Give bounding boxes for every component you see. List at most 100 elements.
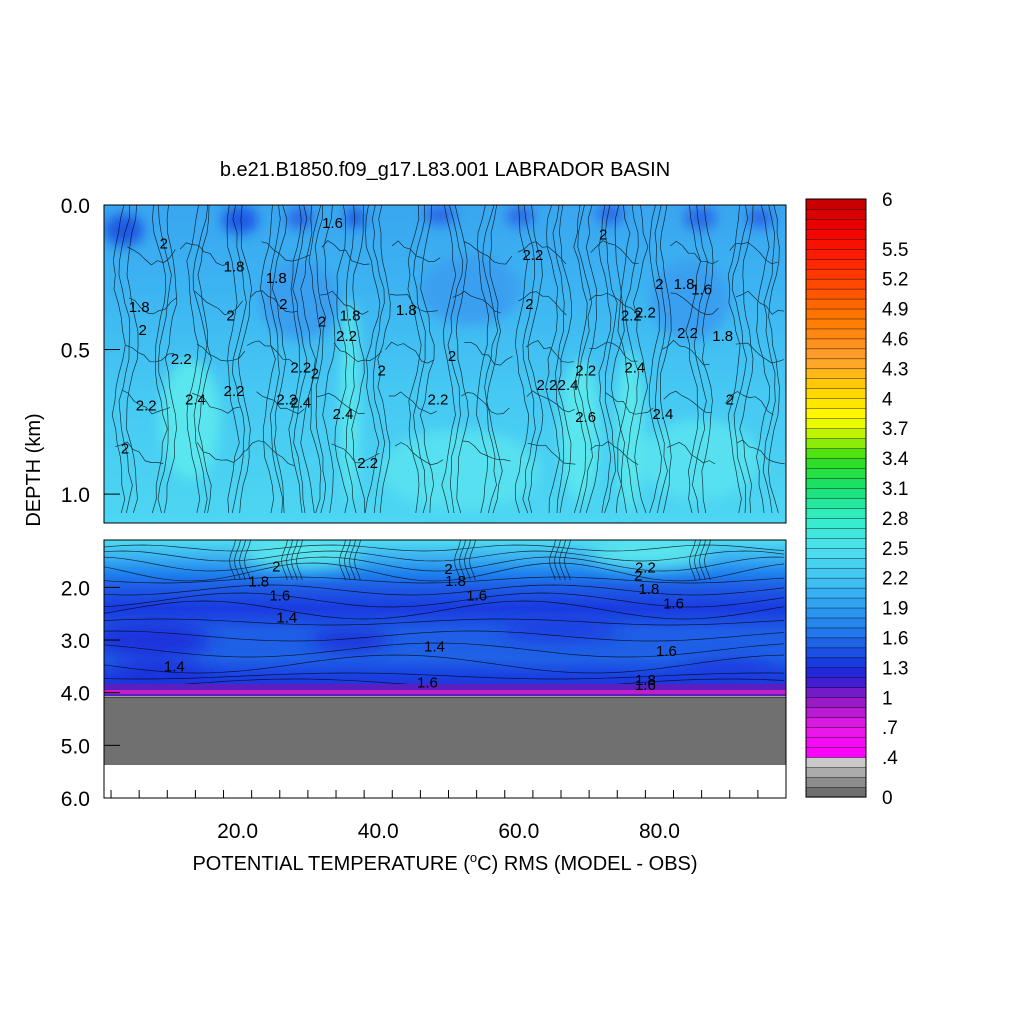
lower-panel [103,539,787,799]
contour-line [527,205,544,514]
contour-label: 2 [726,391,734,408]
contour-line [727,205,742,514]
contour-line [186,205,201,514]
contour-label: 1.6 [417,674,438,691]
contour-line [685,205,701,514]
contour-line [654,205,668,514]
contour-label: 1.6 [663,595,684,612]
contour-line [454,205,469,514]
colorbar-segment [805,627,867,639]
contour-line [249,290,299,313]
contour-line [246,340,296,365]
colorbar-tick-label: 4.6 [882,330,908,351]
axis-ticks: 0.0 0.5 1.0 2.0 3.0 4.0 5.0 6.0 20.0 40.0 60.0 80.0 [61,195,787,843]
colorbar-segment [805,238,867,250]
colorbar-segment [805,537,867,549]
contour-label: 1.6 [322,215,343,232]
contour-line [104,556,785,572]
contour-line [552,205,565,514]
colorbar-segment [805,438,867,449]
x-axis-label: POTENTIAL TEMPERATURE (oC) RMS (MODEL - … [192,850,697,875]
colorbar-segment [805,497,867,509]
colorbar-segment [805,756,867,768]
colorbar-segment [805,388,867,399]
contour-line [756,205,771,514]
colorbar-tick-label: 3.4 [882,449,909,470]
no-data-region [104,765,786,798]
contour-line [389,293,438,313]
contour-line [557,205,572,514]
contour-line [333,342,383,362]
x-axis-label-degree: o [470,850,477,865]
colorbar-segment [805,328,867,340]
colorbar-segment [805,577,867,589]
contour-line [377,205,391,514]
contour-line [237,205,252,514]
contour-label: 1.6 [269,588,290,605]
contour-line [452,290,501,314]
contour-label: 2.4 [558,377,579,394]
contour-line [194,290,243,316]
contour-line [559,540,566,581]
contour-line [104,618,785,626]
x-tick-label: 80.0 [639,820,680,843]
contour-label: 1.8 [635,672,656,689]
colorbar-segment [805,228,867,240]
contour-label: 1.6 [635,677,656,694]
colorbar-labels: 6 5.5 5.2 4.9 4.6 4.3 4 3.7 3.4 3.1 2.8 2.5 2.2 1.9 1.… [882,190,909,809]
contour-line [739,205,754,514]
colorbar-segment [805,607,867,619]
colorbar-tick-label: 3.7 [882,419,908,440]
colorbar-segment [805,617,867,629]
colorbar-tick-label: 4.3 [882,359,908,380]
contour-line [648,205,662,514]
contour-line [768,205,780,514]
contour-line [229,540,236,581]
colorbar-segment [805,547,867,559]
contour-line [704,540,711,581]
contour-line [260,205,276,514]
colorbar-segment [805,657,867,669]
contour-label: 2 [318,313,326,330]
colorbar-segment [805,766,867,778]
contour-line [699,540,706,581]
contour-label: 2.2 [677,325,698,342]
contour-line [234,540,241,581]
contour-line [239,540,246,581]
contour-line [104,576,785,584]
contour-label: 2.2 [537,377,558,394]
contour-line [291,540,298,581]
contour-line [522,205,536,514]
contour-line [577,205,593,514]
contour-line [104,672,785,680]
colorbar-tick-label: 3.1 [882,479,908,500]
contour-label: 2.4 [653,406,674,423]
contour-line [701,205,714,514]
contour-line [286,540,293,581]
contour-line [590,240,639,265]
contour-label: 1.6 [691,282,712,299]
contour-line [121,389,171,415]
contour-line [463,241,513,265]
contour-line [589,341,638,362]
contour-label: 2 [138,322,146,339]
colorbar-tick-label: 2.2 [882,569,908,590]
contour-line [231,205,247,514]
contour-line [388,391,437,415]
contour-line [197,442,246,463]
contour-line [179,242,229,266]
contour-line [385,341,434,364]
contour-line [545,205,561,514]
colorbar-segment [805,318,867,330]
contour-line [164,205,178,514]
contour-label: 2.2 [357,455,378,472]
colorbar-segment [805,268,867,280]
colorbar-tick-label: 4.9 [882,300,908,321]
contour-line [589,440,639,466]
contour-line [625,205,640,514]
contour-line [525,340,575,363]
contour-line [244,540,251,581]
contour-label: 2 [599,227,607,244]
contour-label: 2 [634,568,642,585]
contour-line [320,290,369,315]
